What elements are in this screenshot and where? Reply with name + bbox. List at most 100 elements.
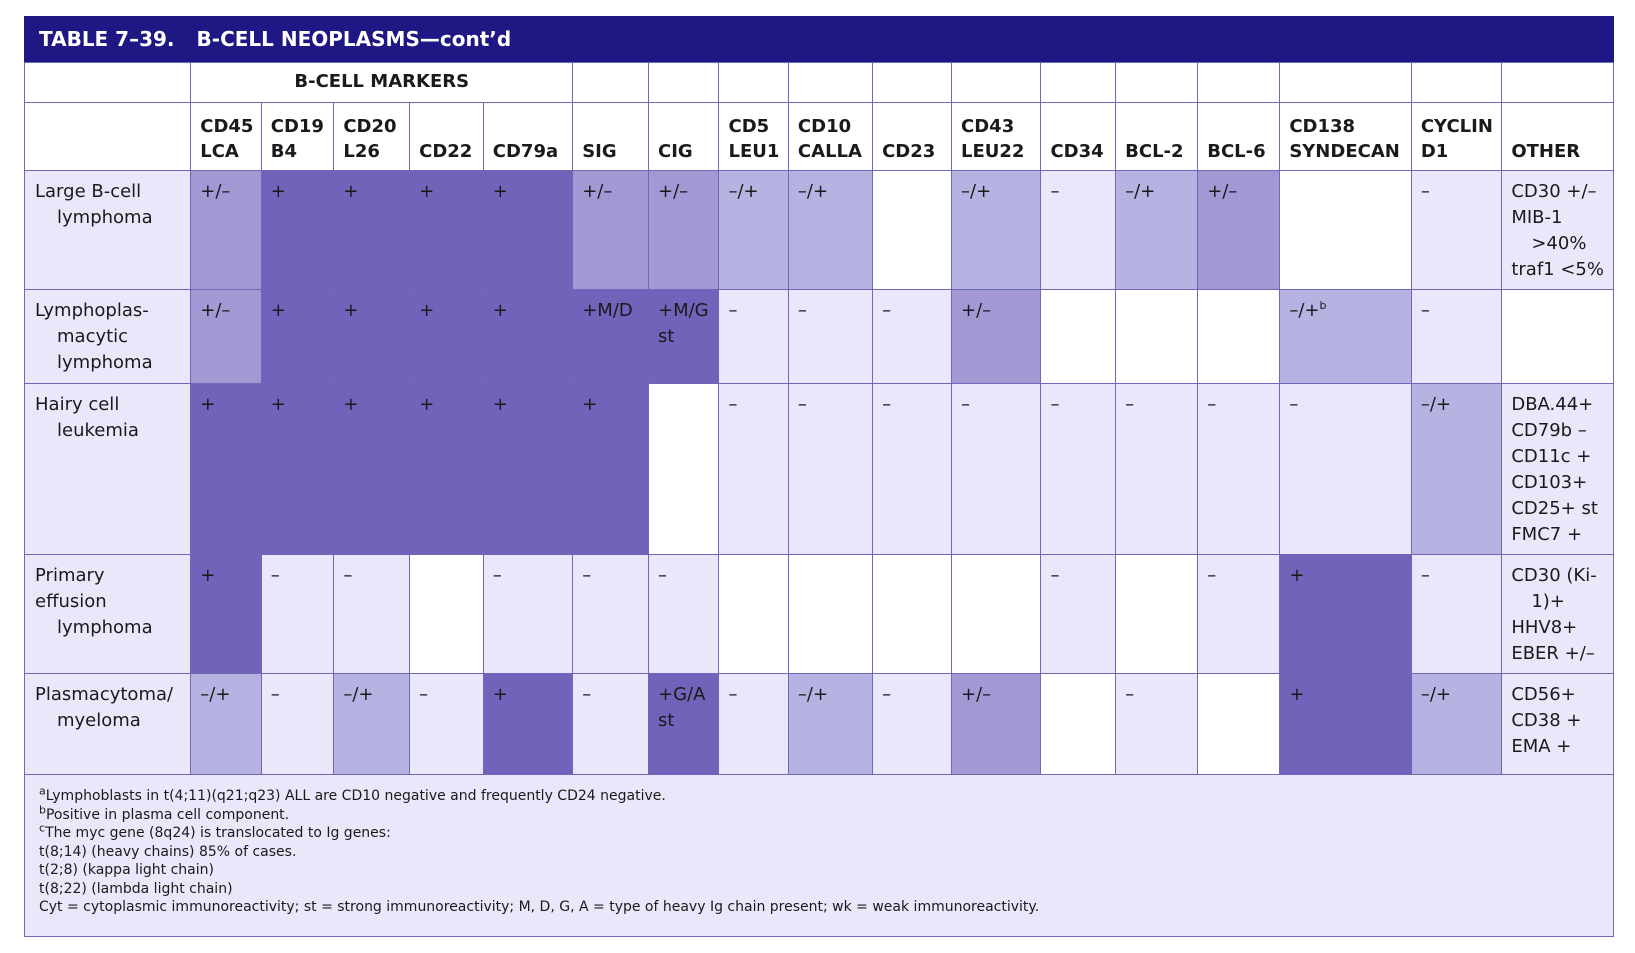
column-header: CYCLIN D1 — [1410, 102, 1503, 171]
footnote-line: bPositive in plasma cell component. — [39, 804, 1599, 825]
marker-value: + — [270, 394, 286, 415]
footnote-mark: a — [39, 784, 46, 798]
marker-value: +/– — [961, 300, 992, 321]
marker-cell: – — [1197, 383, 1281, 555]
table-row: Plasmacytoma/myeloma –/+ – –/+ – + – +G/A st – –/… — [23, 673, 1614, 775]
table-row: Lymphoplas-macytic lymphoma +/– + + + + +M/D +M/… — [23, 289, 1614, 384]
marker-value: – — [582, 684, 592, 705]
column-header: CD22 — [409, 102, 484, 171]
marker-value: – — [1050, 181, 1060, 202]
other-line: CD11c + — [1511, 446, 1592, 467]
other-cell: CD30 (Ki- 1)+ HHV8+ EBER +/– — [1501, 554, 1614, 674]
marker-value: + — [582, 394, 598, 415]
column-header-line: CD19 — [270, 116, 324, 137]
marker-value: – — [1207, 394, 1217, 415]
marker-cell: + — [333, 383, 411, 555]
group-header-b-cell-markers: B-CELL MARKERS — [190, 62, 574, 103]
table-title: B-CELL NEOPLASMS—cont’d — [196, 27, 512, 51]
marker-cell: + — [260, 289, 335, 384]
footnotes: aLymphoblasts in t(4;11)(q21;q23) ALL ar… — [24, 775, 1614, 937]
marker-cell — [1197, 289, 1281, 384]
row-label-line: macytic — [57, 326, 129, 347]
column-header: CD45 LCA — [190, 102, 262, 171]
marker-cell: – — [1040, 170, 1117, 290]
marker-cell: + — [409, 383, 484, 555]
column-header: CD19 B4 — [260, 102, 335, 171]
footnote-text: Positive in plasma cell component. — [45, 806, 290, 823]
marker-cell: – — [1115, 673, 1199, 775]
marker-value: + — [343, 181, 359, 202]
marker-cell: +/– — [572, 170, 649, 290]
column-header: CD43 LEU22 — [951, 102, 1042, 171]
marker-cell: – — [260, 554, 335, 674]
marker-value: – — [797, 300, 807, 321]
column-header-line: LEU1 — [728, 141, 780, 162]
marker-value: – — [1050, 565, 1060, 586]
marker-cell: + — [1279, 554, 1412, 674]
other-line: CD25+ st — [1511, 498, 1598, 519]
marker-cell: + — [260, 383, 335, 555]
row-label-line: Large B-cell — [35, 181, 142, 202]
other-line: CD103+ — [1511, 472, 1588, 493]
marker-value: +/– — [1207, 181, 1238, 202]
marker-value: + — [492, 300, 508, 321]
footnote-line: Cyt = cytoplasmic immunoreactivity; st =… — [39, 898, 1599, 917]
marker-value: +M/G st — [657, 300, 709, 347]
other-line: CD30 (Ki- — [1511, 565, 1597, 586]
column-header-row: CD45 LCA CD19 B4 CD20 L26 CD22 CD79a SIG CIG CD5 LE… — [23, 102, 1614, 171]
marker-cell: + — [482, 673, 574, 775]
other-line: CD56+ — [1511, 684, 1576, 705]
footnote-line: aLymphoblasts in t(4;11)(q21;q23) ALL ar… — [39, 784, 1599, 806]
marker-cell — [409, 554, 484, 674]
table-container: TABLE 7–39. B-CELL NEOPLASMS—cont’d B-CE… — [23, 16, 1614, 937]
column-header-line: CALLA — [797, 141, 862, 162]
column-header-line: L26 — [343, 141, 380, 162]
footnote-line: t(8;14) (heavy chains) 85% of cases. — [39, 843, 1599, 862]
marker-cell: – — [482, 554, 574, 674]
header-empty-cell — [718, 62, 789, 103]
marker-value: –/+ — [797, 181, 829, 202]
marker-value: –/+ — [1125, 181, 1156, 202]
row-label-line: myeloma — [57, 710, 141, 731]
column-header-line: BCL-6 — [1207, 141, 1266, 162]
marker-cell: – — [872, 383, 953, 555]
marker-value: –/+ — [1420, 394, 1451, 415]
marker-value: + — [492, 684, 508, 705]
header-empty-cell — [951, 62, 1042, 103]
header-empty-cell — [23, 62, 192, 103]
column-header: SIG — [572, 102, 649, 171]
marker-cell — [647, 383, 720, 555]
column-header-line: CYCLIN — [1420, 116, 1493, 137]
marker-value: + — [200, 565, 216, 586]
other-line: CD38 + — [1511, 710, 1582, 731]
other-line: traf1 <5% — [1511, 259, 1604, 280]
column-header: CD138 SYNDECAN — [1279, 102, 1412, 171]
footnote-text: Cyt = cytoplasmic immunoreactivity; st =… — [39, 899, 1040, 915]
marker-value: – — [882, 394, 892, 415]
marker-cell: – — [1040, 383, 1117, 555]
marker-cell: –/+ — [718, 170, 789, 290]
marker-cell — [951, 554, 1042, 674]
marker-value: – — [728, 394, 738, 415]
marker-value: + — [270, 300, 286, 321]
marker-cell: – — [951, 383, 1042, 555]
table-title-bar: TABLE 7–39. B-CELL NEOPLASMS—cont’d — [24, 16, 1614, 62]
marker-cell: +/– — [1197, 170, 1281, 290]
marker-cell: –/+ — [1115, 170, 1199, 290]
marker-cell: – — [1410, 289, 1503, 384]
other-line: CD30 +/– — [1511, 181, 1597, 202]
marker-cell: –/+ — [333, 673, 411, 775]
marker-value: – — [270, 684, 280, 705]
marker-value: –/+ — [1420, 684, 1451, 705]
other-line: 1)+ — [1531, 591, 1565, 612]
marker-value: + — [419, 300, 435, 321]
header-empty-cell — [1197, 62, 1281, 103]
marker-value: – — [728, 684, 738, 705]
marker-value: –/+ — [343, 684, 374, 705]
column-header-line: CD5 — [728, 116, 770, 137]
column-header: CD34 — [1040, 102, 1117, 171]
marker-cell: + — [333, 170, 411, 290]
marker-cell: – — [1410, 170, 1503, 290]
marker-cell: – — [333, 554, 411, 674]
table-row: Primary effusion lymphoma + – – – – – – – + – CD30 (… — [23, 554, 1614, 674]
